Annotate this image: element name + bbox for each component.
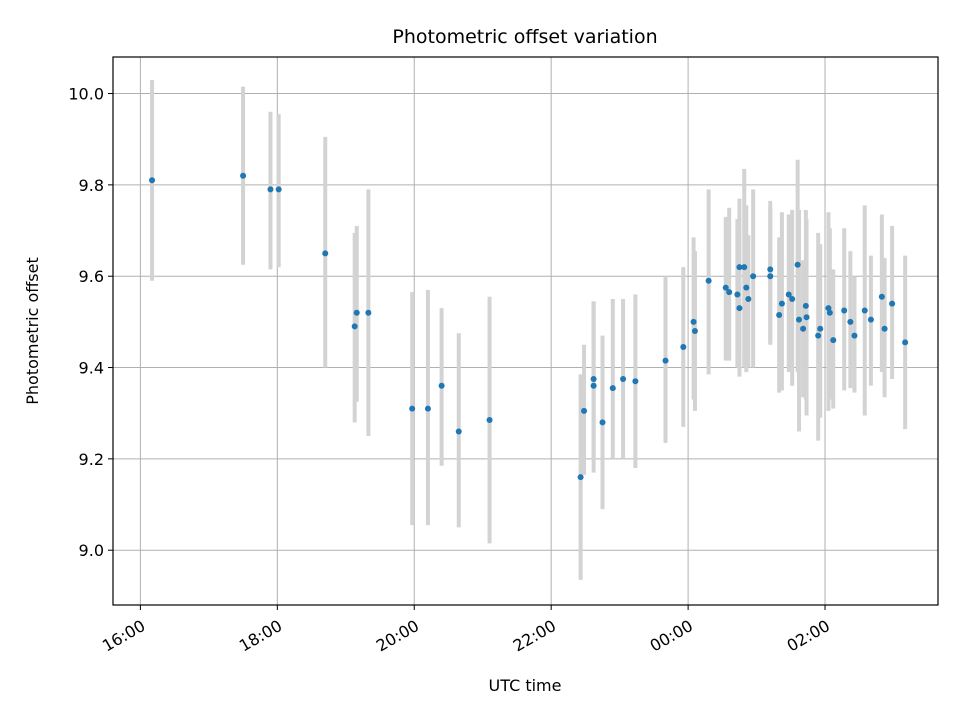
data-point xyxy=(867,316,874,323)
data-point xyxy=(889,300,896,307)
y-tick-label: 9.0 xyxy=(79,541,104,560)
data-point xyxy=(736,264,743,271)
data-point xyxy=(577,474,584,481)
data-point xyxy=(767,273,774,280)
y-tick-label: 9.6 xyxy=(79,267,104,286)
data-point xyxy=(726,289,733,296)
y-tick-label: 10.0 xyxy=(68,85,104,104)
data-point xyxy=(847,318,854,325)
data-point xyxy=(794,261,801,268)
data-point xyxy=(826,309,833,316)
data-point xyxy=(690,318,697,325)
data-point xyxy=(851,332,858,339)
data-point xyxy=(796,316,803,323)
data-point xyxy=(800,325,807,332)
data-point xyxy=(881,325,888,332)
data-point xyxy=(691,328,698,334)
data-point xyxy=(590,375,597,382)
data-point xyxy=(353,309,360,316)
data-point xyxy=(785,291,792,298)
data-point xyxy=(267,186,274,193)
plot-frame xyxy=(112,56,939,606)
data-point xyxy=(825,305,832,312)
y-tick-label: 9.8 xyxy=(79,176,104,195)
data-point xyxy=(789,296,796,303)
data-point xyxy=(680,343,687,350)
y-tick-label: 9.4 xyxy=(79,359,104,378)
data-point xyxy=(750,273,757,280)
y-tick-label: 9.2 xyxy=(79,450,104,469)
data-point xyxy=(815,332,822,339)
data-point xyxy=(841,307,848,314)
data-point xyxy=(817,325,824,332)
data-point xyxy=(830,337,837,344)
data-point xyxy=(705,277,712,284)
data-point xyxy=(902,339,909,346)
data-point xyxy=(741,264,748,271)
data-point xyxy=(275,186,282,193)
data-point xyxy=(778,300,785,307)
data-point xyxy=(240,172,247,179)
data-point xyxy=(745,296,752,303)
data-point xyxy=(365,309,372,316)
data-point xyxy=(803,314,810,321)
data-point xyxy=(776,312,783,319)
data-point xyxy=(149,177,156,184)
data-point xyxy=(424,405,431,412)
data-point xyxy=(802,302,809,309)
data-point xyxy=(632,378,639,385)
data-point xyxy=(409,405,416,412)
data-point xyxy=(662,357,669,364)
y-axis-ticks: 9.0 9.2 9.4 9.6 9.8 10.0 xyxy=(68,85,113,560)
data-point xyxy=(620,375,627,382)
y-axis-label: Photometric offset xyxy=(23,257,42,405)
data-point xyxy=(722,284,729,291)
data-point xyxy=(736,305,743,312)
data-point xyxy=(351,323,358,330)
data-point xyxy=(599,419,606,426)
data-points xyxy=(149,172,909,481)
data-point xyxy=(767,266,774,273)
data-point xyxy=(861,307,868,314)
data-point xyxy=(878,293,885,300)
data-point xyxy=(322,250,329,257)
data-point xyxy=(743,284,750,291)
data-point xyxy=(455,428,462,435)
data-point xyxy=(486,417,493,424)
x-axis-label: UTC time xyxy=(489,676,562,695)
data-point xyxy=(438,382,445,389)
data-point xyxy=(581,407,588,414)
data-point xyxy=(590,382,597,389)
chart-title: Photometric offset variation xyxy=(392,26,657,48)
data-point xyxy=(609,385,616,392)
data-point xyxy=(734,291,741,298)
